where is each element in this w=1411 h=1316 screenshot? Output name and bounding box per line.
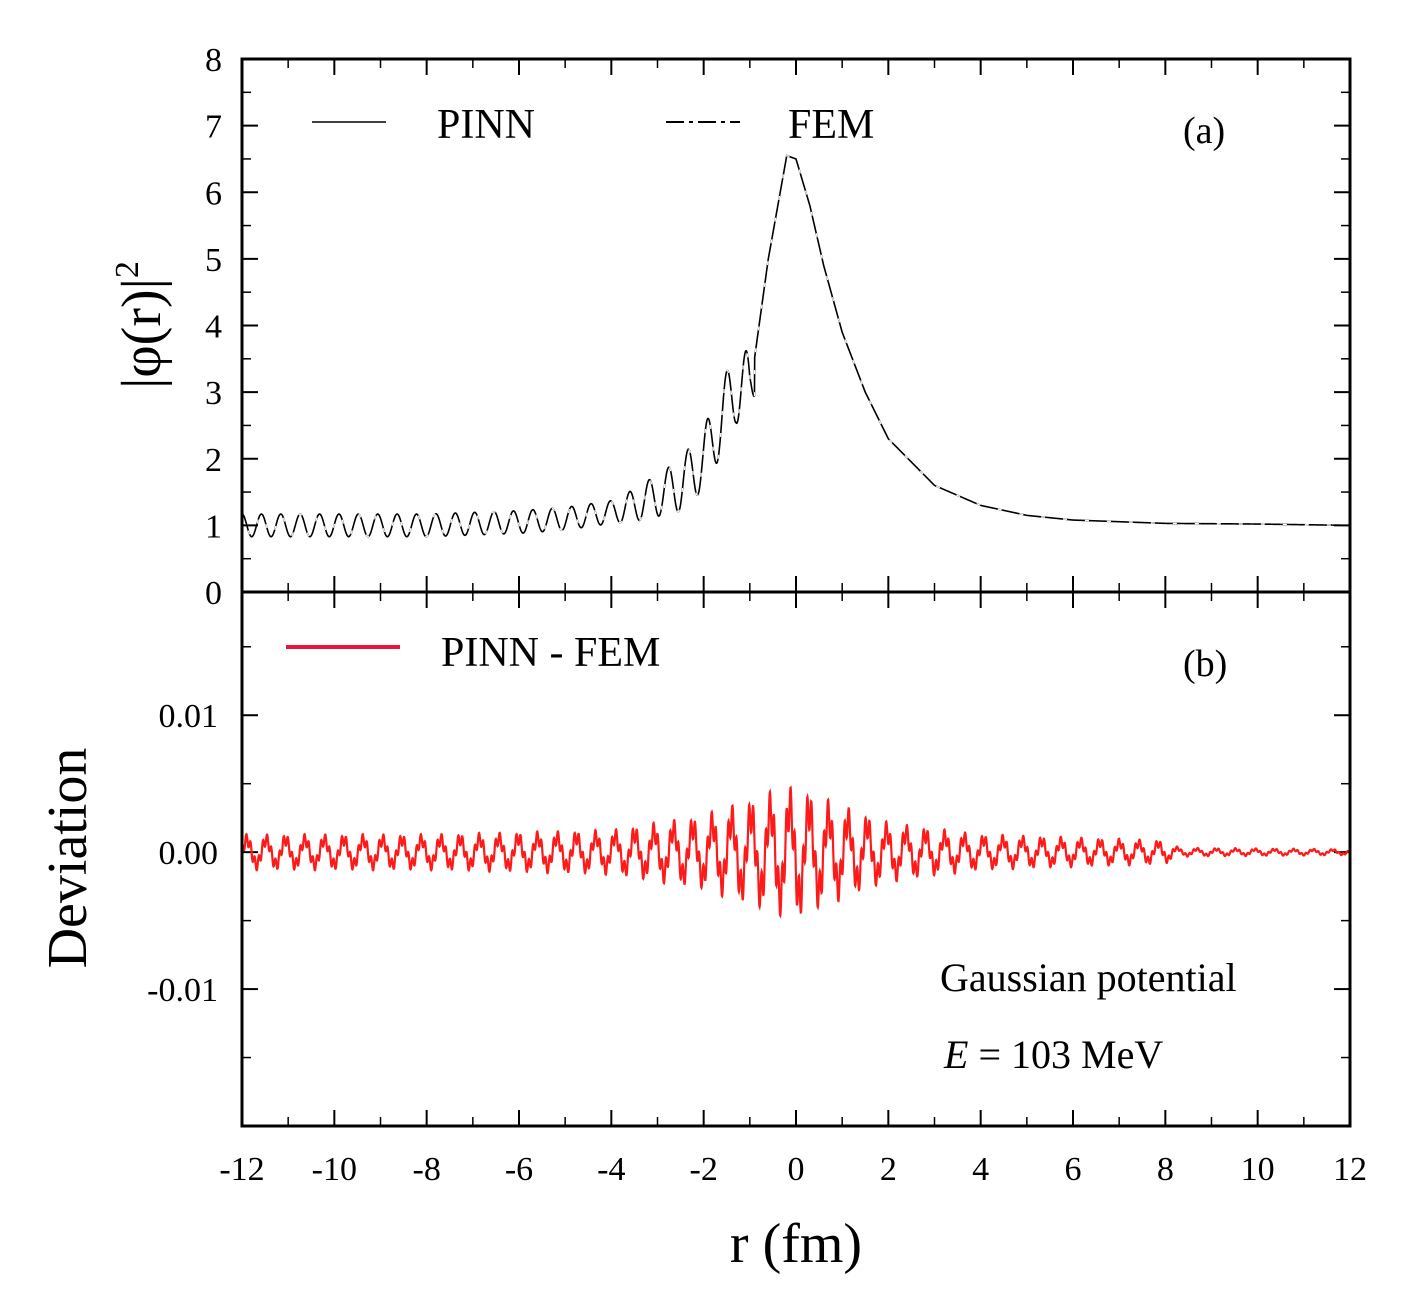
x-tick-label: 2 [880,1151,897,1188]
y-axis-title-a: |φ(r)|2 [109,261,173,389]
legend-pinn-label: PINN [437,102,535,148]
panel-b-tick-labels: -0.01 0.00 0.01 -12 -10 -8 -6 -4 -2 0 2 4 6 8 10 12 [147,698,1367,1188]
x-tick-label: 4 [972,1151,989,1188]
x-tick-label: -6 [505,1151,533,1188]
annotation-potential: Gaussian potential [940,955,1237,1000]
legend-fem-label: FEM [788,102,874,148]
x-tick-label: 6 [1065,1151,1082,1188]
x-tick-label: 8 [1157,1151,1174,1188]
x-tick-label: -4 [597,1151,625,1188]
annotation-energy: E = 103 MeV [943,1032,1163,1077]
y-tick-label-a: 2 [205,442,222,479]
panel-b-label: (b) [1183,643,1227,685]
series-pinn-line [241,154,1351,538]
x-axis-title: r (fm) [730,1213,862,1275]
panel-a-label: (a) [1183,110,1225,152]
y-tick-label-a: 5 [205,242,222,279]
series-fem-line [241,154,1351,538]
y-tick-label-b: 0.01 [159,698,219,735]
panel-a: 0 1 2 3 4 5 6 7 8 PINN FEM (a) [205,42,1352,612]
x-tick-label: -12 [219,1151,264,1188]
y-tick-label-a: 6 [205,175,222,212]
y-tick-label-a: 1 [205,508,222,545]
panel-b: -0.01 0.00 0.01 -12 -10 -8 -6 -4 -2 0 2 4 6 8 10 12 PIN… [147,590,1367,1188]
x-tick-label: 10 [1241,1151,1275,1188]
y-tick-label-a: 0 [205,575,222,612]
x-tick-label: 0 [788,1151,805,1188]
x-tick-label: -10 [312,1151,357,1188]
y-axis-title-b: Deviation [37,748,99,969]
panel-b-curves [240,785,1351,919]
legend-diff-label: PINN - FEM [441,630,660,676]
y-tick-label-a: 7 [205,109,222,146]
x-tick-label: -8 [413,1151,441,1188]
y-tick-label-a: 8 [205,42,222,79]
y-tick-label-a: 4 [205,309,222,346]
panel-a-curves [241,154,1351,538]
panel-b-frame [240,590,1352,1128]
y-tick-label-b: 0.00 [159,835,219,872]
y-tick-label-b: -0.01 [147,972,218,1009]
x-tick-label: 12 [1333,1151,1367,1188]
panel-a-tick-labels: 0 1 2 3 4 5 6 7 8 [205,42,222,612]
y-tick-label-a: 3 [205,375,222,412]
series-deviation-line [240,785,1351,919]
x-tick-label: -2 [690,1151,718,1188]
